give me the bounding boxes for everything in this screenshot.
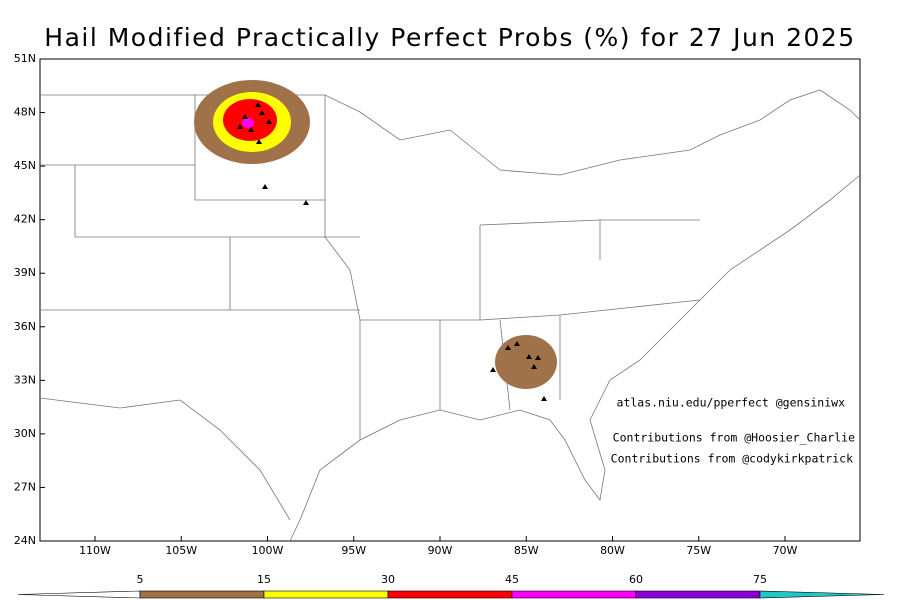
credits: atlas.niu.edu/pperfect @gensiniwx Contrib… (611, 396, 855, 466)
colorbar-label: 75 (753, 573, 767, 586)
colorbar-segment (139, 590, 265, 599)
lat-tick-label: 27N (14, 480, 36, 493)
lon-tick-label: 105W (165, 544, 197, 557)
map-frame (39, 58, 861, 542)
colorbar-label: 60 (629, 573, 643, 586)
credit-text: Contributions from @Hoosier_Charlie (613, 431, 855, 445)
lat-tick-label: 24N (14, 534, 36, 547)
lat-tick-label: 30N (14, 427, 36, 440)
lon-tick-label: 90W (428, 544, 453, 557)
map-title: Hail Modified Practically Perfect Probs … (44, 23, 855, 52)
lon-tick-label: 70W (773, 544, 798, 557)
colorbar-segment (511, 590, 637, 599)
lat-tick-label: 42N (14, 213, 36, 226)
colorbar-segment (263, 590, 389, 599)
colorbar-segment (387, 590, 513, 599)
prob-contour-45 (242, 118, 254, 128)
colorbar-label: 30 (381, 573, 395, 586)
country-border (40, 89, 861, 176)
lon-tick-label: 100W (252, 544, 284, 557)
lat-tick-label: 39N (14, 266, 36, 279)
mexico-border (39, 397, 291, 521)
colorbar: 5 15 30 45 60 75 (17, 573, 885, 599)
lat-tick-label: 48N (14, 106, 36, 119)
colorbar-label: 5 (137, 573, 144, 586)
lat-tick-label: 45N (14, 159, 36, 172)
lat-tick-label: 51N (14, 52, 36, 65)
lat-tick-label: 36N (14, 320, 36, 333)
lat-tick-label: 33N (14, 373, 36, 386)
lon-tick-label: 80W (600, 544, 625, 557)
credit-text: atlas.niu.edu/pperfect @gensiniwx (617, 396, 846, 410)
colorbar-label: 15 (257, 573, 271, 586)
credit-text: Contributions from @codykirkpatrick (611, 452, 853, 466)
lon-tick-label: 85W (514, 544, 539, 557)
axis-labels: 51N 48N 45N 42N 39N 36N 33N 30N 27N 24N 110W 105W 10… (14, 52, 798, 557)
coastline (289, 174, 861, 542)
prob-contour-5 (495, 335, 557, 389)
map-area (39, 58, 861, 542)
lon-tick-label: 95W (341, 544, 366, 557)
colorbar-label: 45 (505, 573, 519, 586)
colorbar-segment (635, 590, 761, 599)
colorbar-segment (759, 590, 885, 599)
lon-tick-label: 110W (79, 544, 111, 557)
colorbar-segment (17, 590, 141, 599)
lon-tick-label: 75W (686, 544, 711, 557)
